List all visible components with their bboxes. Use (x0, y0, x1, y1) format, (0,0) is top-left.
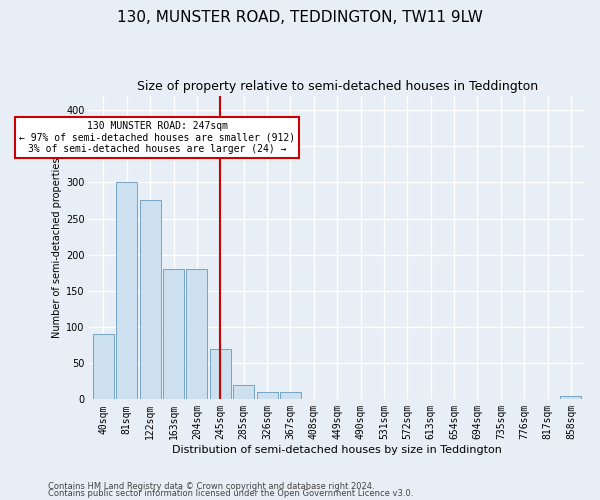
Bar (210, 348, 231, 400)
Bar (140, 200, 161, 400)
Bar (187, 269, 208, 400)
Text: 130, MUNSTER ROAD, TEDDINGTON, TW11 9LW: 130, MUNSTER ROAD, TEDDINGTON, TW11 9LW (117, 10, 483, 25)
Text: 130 MUNSTER ROAD: 247sqm
← 97% of semi-detached houses are smaller (912)
3% of s: 130 MUNSTER ROAD: 247sqm ← 97% of semi-d… (19, 121, 295, 154)
Bar (163, 269, 184, 400)
X-axis label: Distribution of semi-detached houses by size in Teddington: Distribution of semi-detached houses by … (172, 445, 502, 455)
Bar (116, 182, 137, 400)
Bar (233, 385, 254, 400)
Bar (280, 392, 301, 400)
Bar (257, 392, 278, 400)
Y-axis label: Number of semi-detached properties: Number of semi-detached properties (52, 157, 62, 338)
Text: Contains HM Land Registry data © Crown copyright and database right 2024.: Contains HM Land Registry data © Crown c… (48, 482, 374, 491)
Bar (560, 396, 581, 400)
Bar (93, 334, 114, 400)
Text: Contains public sector information licensed under the Open Government Licence v3: Contains public sector information licen… (48, 488, 413, 498)
Title: Size of property relative to semi-detached houses in Teddington: Size of property relative to semi-detach… (137, 80, 538, 93)
